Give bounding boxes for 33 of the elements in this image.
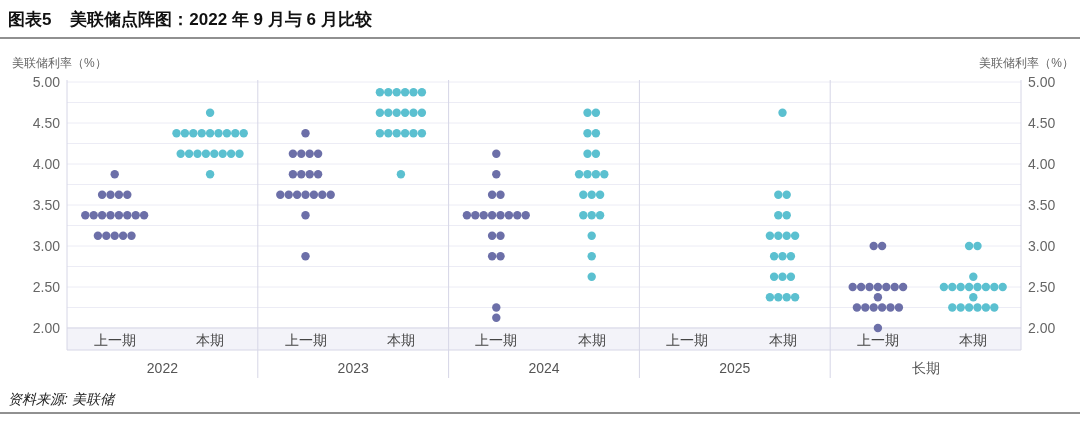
y-tick-label: 2.00 (32, 320, 61, 336)
y-tick-label: 2.50 (32, 279, 61, 295)
y-axis-title: 美联储利率（%） (12, 56, 107, 70)
y2-tick-label: 2.00 (1028, 320, 1056, 336)
y2-tick-label: 4.00 (1028, 156, 1056, 172)
y-tick-label: 4.00 (32, 156, 61, 172)
y-tick-label: 4.50 (32, 115, 61, 131)
y-tick-label: 3.50 (32, 197, 61, 213)
x-tick-label: 上一期 (284, 332, 327, 348)
x-axis-title: 长期 (911, 360, 940, 376)
y-tick-label: 5.00 (32, 74, 61, 90)
x-tick-label: 上一期 (93, 332, 136, 348)
x-tick-label: 本期 (196, 332, 225, 348)
x-tick-label: 本期 (768, 332, 797, 348)
x-tick-label: 上一期 (856, 332, 899, 348)
x-axis-title: 2024 (528, 360, 560, 376)
x-tick-label: 上一期 (475, 332, 518, 348)
text: 资料来源: 美联储 (8, 391, 116, 407)
x-axis-title: 2025 (719, 360, 751, 376)
x-tick-label: 本期 (959, 332, 988, 348)
y2-tick-label: 2.50 (1028, 279, 1056, 295)
x-tick-label: 上一期 (666, 332, 709, 348)
x-tick-label: 本期 (386, 332, 415, 348)
x-tick-label: 本期 (577, 332, 606, 348)
y2-tick-label: 5.00 (1028, 74, 1056, 90)
y2-axis-title: 美联储利率（%） (979, 56, 1074, 70)
y2-tick-label: 3.50 (1028, 197, 1056, 213)
y-tick-label: 3.00 (32, 238, 61, 254)
chart-title: 图表5 美联储点阵图：2022 年 9 月与 6 月比较 (8, 10, 373, 29)
x-axis-title: 2022 (146, 360, 179, 376)
y2-tick-label: 4.50 (1028, 115, 1056, 131)
y2-tick-label: 3.00 (1028, 238, 1056, 254)
x-axis-title: 2023 (337, 360, 369, 376)
